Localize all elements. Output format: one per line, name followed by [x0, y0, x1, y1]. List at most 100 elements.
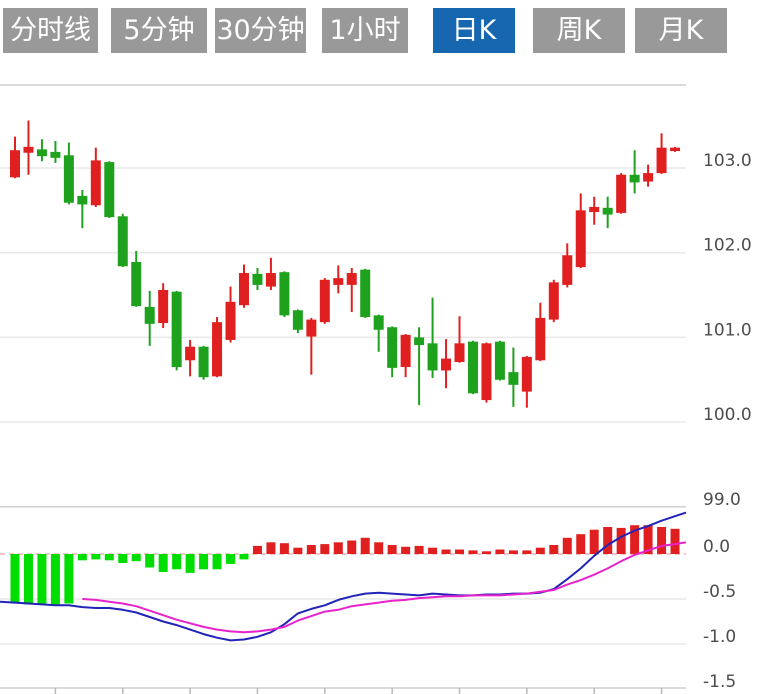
tab-time-sharing[interactable]: 分时线	[3, 8, 98, 53]
candle	[467, 340, 478, 395]
candle	[306, 317, 317, 375]
macd-bar	[91, 554, 101, 560]
candle-body	[333, 278, 344, 285]
macd-bar	[508, 550, 518, 554]
macd-bar	[616, 527, 626, 554]
macd-bar	[603, 527, 613, 554]
macd-bar	[212, 554, 222, 570]
candle	[36, 139, 47, 162]
macd-bar	[64, 554, 74, 604]
macd-bar	[495, 549, 505, 554]
candle	[333, 265, 344, 294]
candle-body	[252, 273, 263, 285]
tab-monthly-k[interactable]: 月K	[635, 8, 727, 53]
candle-body	[279, 272, 290, 316]
candle	[656, 133, 667, 174]
macd-bar	[522, 550, 532, 554]
candle-body	[414, 337, 425, 346]
macd-bar	[414, 545, 424, 554]
candle-body	[616, 174, 627, 213]
candle	[171, 290, 182, 371]
candle-body	[521, 356, 532, 392]
macd-bar	[535, 547, 545, 554]
candle-body	[23, 146, 34, 153]
candle-body	[63, 155, 74, 203]
candle	[454, 316, 465, 363]
candle	[373, 314, 384, 352]
macd-axis-label: -1.0	[703, 627, 736, 647]
candle	[521, 356, 532, 408]
candle	[562, 243, 573, 288]
candle-body	[36, 149, 47, 157]
tab-daily-k[interactable]: 日K	[433, 8, 515, 53]
macd-bar	[10, 554, 20, 604]
candle	[265, 257, 276, 290]
macd-bar	[441, 549, 451, 554]
candle-body	[656, 147, 667, 174]
candle-body	[602, 207, 613, 215]
macd-bar	[239, 554, 249, 560]
candle	[494, 340, 505, 381]
macd-bar	[226, 554, 236, 564]
macd-bar	[468, 550, 478, 554]
candle	[414, 327, 425, 406]
macd-bar	[23, 554, 33, 605]
macd-bar	[131, 554, 141, 562]
tab-5min[interactable]: 5分钟	[111, 8, 207, 53]
candle-body	[238, 273, 249, 306]
candle-body	[508, 372, 519, 385]
macd-bar	[428, 547, 438, 554]
candle	[616, 173, 627, 214]
candle	[643, 164, 654, 187]
candle-body	[535, 317, 546, 361]
candle	[77, 190, 88, 229]
price-axis-label: 99.0	[703, 490, 741, 510]
candle	[441, 339, 452, 389]
period-tab-bar: 分时线 5分钟 30分钟 1小时 日K 周K 月K	[0, 0, 762, 60]
macd-axis-label: -1.5	[703, 672, 736, 692]
candle-body	[158, 289, 169, 324]
candle	[670, 146, 681, 152]
candle-body	[373, 315, 384, 330]
macd-bar	[104, 554, 114, 561]
price-axis-label: 101.0	[703, 320, 752, 340]
candle-body	[643, 173, 654, 182]
macd-bar	[387, 545, 397, 554]
candle	[427, 297, 438, 379]
macd-bar	[657, 527, 667, 554]
candle	[185, 339, 196, 377]
candle-body	[117, 216, 128, 267]
candle-body	[198, 346, 209, 378]
macd-bar	[158, 554, 168, 572]
macd-axis-label: -0.5	[703, 582, 736, 602]
tab-weekly-k[interactable]: 周K	[533, 8, 625, 53]
macd-bar	[279, 543, 289, 554]
candle	[589, 196, 600, 225]
candle	[225, 286, 236, 343]
price-axis-label: 100.0	[703, 405, 752, 425]
candle-body	[90, 160, 101, 206]
candle	[508, 347, 519, 407]
candle-body	[548, 282, 559, 320]
candle-body	[427, 343, 438, 371]
candle	[535, 302, 546, 362]
macd-bar	[266, 542, 276, 554]
candle	[279, 271, 290, 318]
tab-30min[interactable]: 30分钟	[215, 8, 306, 53]
candle-body	[319, 279, 330, 323]
macd-bar	[562, 537, 572, 554]
macd-bar	[401, 546, 411, 554]
macd-bar	[589, 529, 599, 554]
candle	[198, 345, 209, 380]
macd-bar	[643, 525, 653, 554]
macd-axis-label: 0.0	[703, 537, 730, 557]
candle-body	[225, 301, 236, 340]
tab-1hour[interactable]: 1小时	[322, 8, 408, 53]
candle-body	[360, 269, 371, 318]
candle-body	[292, 310, 303, 330]
candle	[387, 326, 398, 378]
macd-bar	[347, 540, 357, 554]
candle	[50, 140, 61, 163]
macd-bar	[333, 542, 343, 554]
